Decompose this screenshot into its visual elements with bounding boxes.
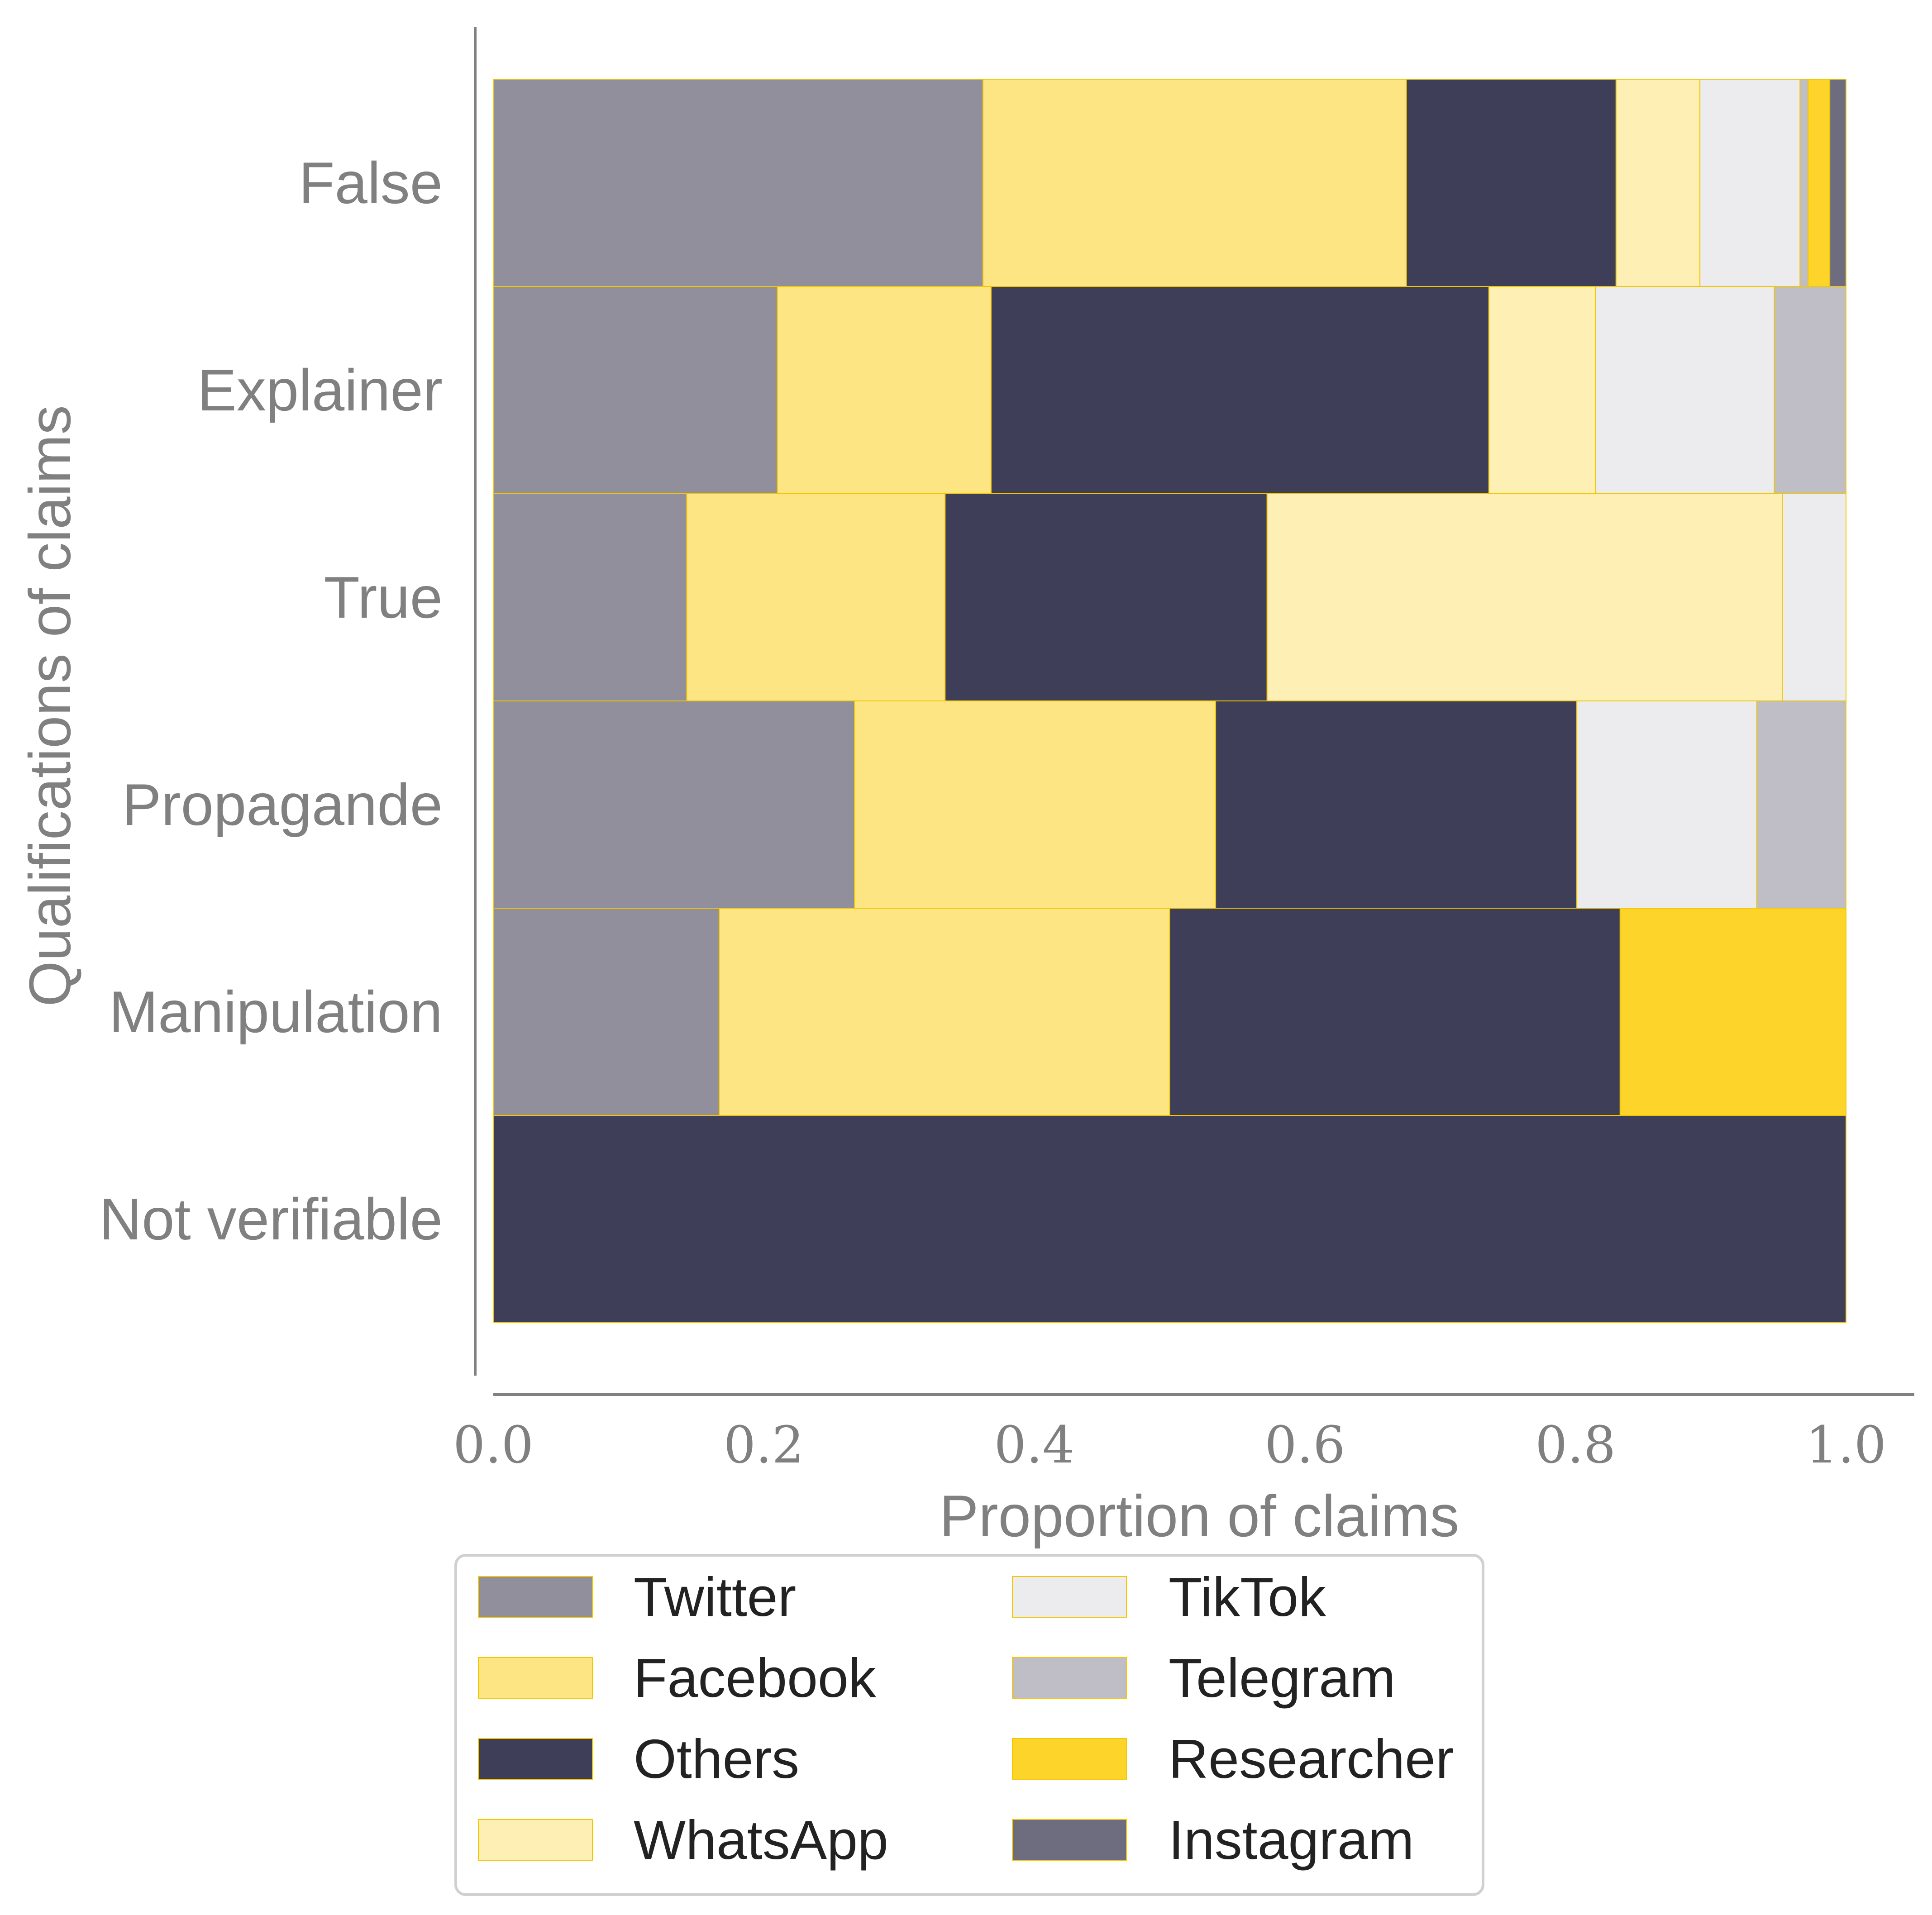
bar-segment-true-whatsapp: [1266, 493, 1783, 701]
legend-label-others: Others: [634, 1728, 799, 1790]
y-tick-label-true: True: [324, 564, 443, 630]
x-tick-label-0-0: 0.0: [453, 1416, 534, 1475]
legend-items: Twitter Facebook Others WhatsApp TikTok Teleg…: [478, 1566, 1454, 1871]
bar-segment-manipulation-researcher: [1619, 908, 1846, 1116]
legend-swatch-telegram: [1012, 1657, 1127, 1699]
bar-segment-false-others: [1406, 79, 1617, 287]
bar-segment-manipulation-twitter: [493, 908, 720, 1116]
bar-segment-explainer-others: [990, 286, 1489, 494]
bars-group: [493, 79, 1847, 1323]
bar-segment-manipulation-facebook: [719, 908, 1170, 1116]
y-tick-label-propagande: Propagande: [122, 772, 443, 838]
bar-segment-true-facebook: [686, 493, 946, 701]
legend-swatch-others: [478, 1738, 593, 1780]
legend-label-whatsapp: WhatsApp: [634, 1809, 888, 1871]
bar-segment-manipulation-others: [1169, 908, 1621, 1116]
legend-label-researcher: Researcher: [1169, 1728, 1454, 1790]
bar-segment-explainer-telegram: [1774, 286, 1847, 494]
legend-swatch-instagram: [1012, 1819, 1127, 1861]
bar-segment-false-whatsapp: [1615, 79, 1701, 287]
bar-segment-explainer-twitter: [493, 286, 778, 494]
bar-segment-propagande-others: [1215, 700, 1578, 909]
legend-swatch-researcher: [1012, 1738, 1127, 1780]
bar-segment-false-facebook: [983, 79, 1407, 287]
bar-segment-explainer-whatsapp: [1488, 286, 1597, 494]
legend-label-facebook: Facebook: [634, 1647, 877, 1709]
bar-segment-false-twitter: [493, 79, 984, 287]
bar-segment-propagande-telegram: [1756, 700, 1847, 909]
x-tick-labels: 0.0 0.2 0.4 0.6 0.8 1.0: [453, 1416, 1886, 1475]
bar-segment-propagande-facebook: [854, 700, 1216, 909]
legend-swatch-facebook: [478, 1657, 593, 1699]
legend-swatch-twitter: [478, 1576, 593, 1618]
bar-segment-explainer-tiktok: [1595, 286, 1775, 494]
x-tick-label-0-8: 0.8: [1535, 1416, 1616, 1475]
legend-label-telegram: Telegram: [1169, 1647, 1396, 1709]
y-tick-label-manipulation: Manipulation: [109, 979, 443, 1045]
legend-swatch-whatsapp: [478, 1819, 593, 1861]
bar-segment-propagande-tiktok: [1576, 700, 1757, 909]
legend-label-tiktok: TikTok: [1169, 1566, 1326, 1628]
x-tick-label-1-0: 1.0: [1806, 1416, 1886, 1475]
legend-label-instagram: Instagram: [1169, 1809, 1414, 1871]
legend-frame: [454, 1554, 1484, 1896]
y-tick-label-false: False: [299, 150, 443, 216]
bar-segment-true-twitter: [493, 493, 687, 701]
y-tick-label-not-verifiable: Not verifiable: [99, 1186, 443, 1252]
y-tick-labels: False Explainer True Propagande Manipulation…: [99, 150, 443, 1252]
bar-segment-not-verifiable-others: [493, 1115, 1846, 1323]
legend-label-twitter: Twitter: [634, 1566, 796, 1628]
bar-segment-true-others: [945, 493, 1268, 701]
bar-segment-explainer-facebook: [777, 286, 992, 494]
bar-segment-propagande-twitter: [493, 700, 855, 909]
bar-segment-false-tiktok: [1699, 79, 1801, 287]
x-tick-label-0-6: 0.6: [1264, 1416, 1345, 1475]
x-tick-label-0-2: 0.2: [724, 1416, 804, 1475]
bar-segment-false-instagram: [1829, 79, 1847, 287]
bar-segment-false-telegram: [1799, 79, 1809, 287]
bar-segment-false-researcher: [1808, 79, 1831, 287]
x-tick-label-0-4: 0.4: [994, 1416, 1075, 1475]
bar-segment-true-tiktok: [1782, 493, 1847, 701]
legend-swatch-tiktok: [1012, 1576, 1127, 1618]
y-axis-title: Qualifications of claims: [17, 405, 83, 1006]
y-tick-label-explainer: Explainer: [197, 357, 443, 423]
legend: Twitter Facebook Others WhatsApp TikTok Teleg…: [454, 1554, 1484, 1896]
x-axis-title: Proportion of claims: [940, 1483, 1460, 1549]
